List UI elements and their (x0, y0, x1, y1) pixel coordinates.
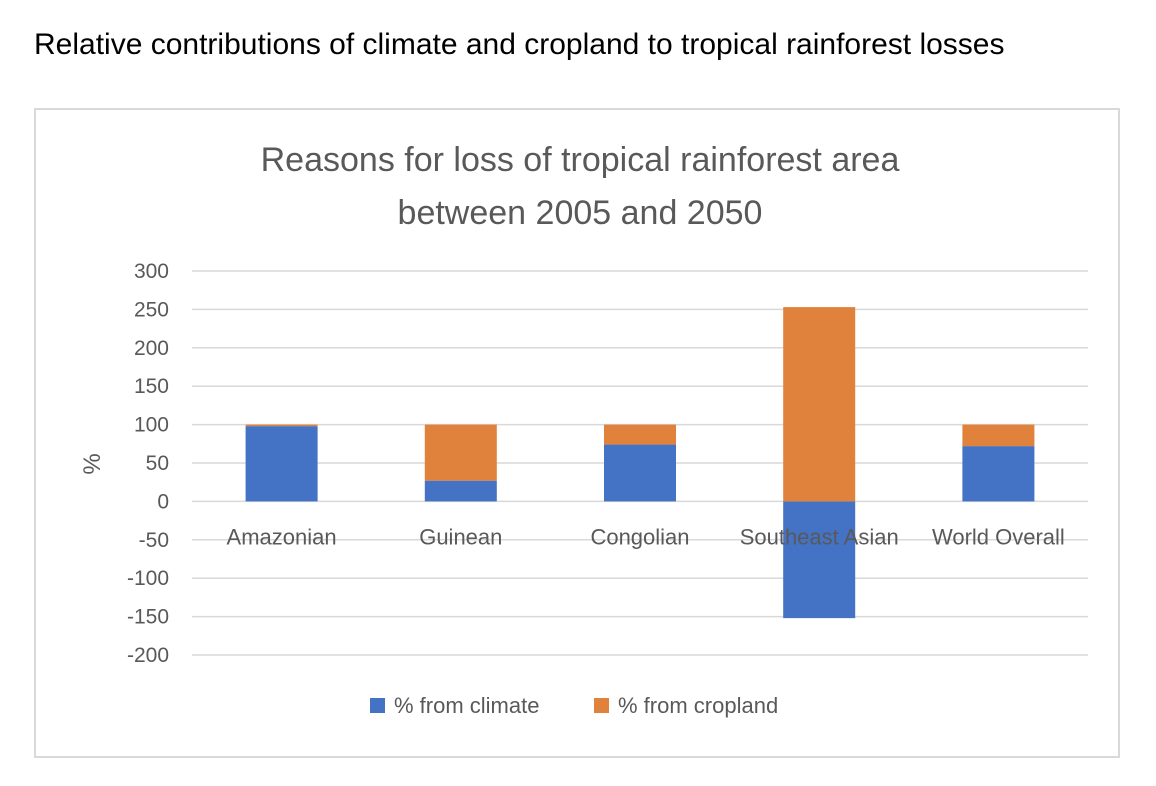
y-tick-label: -200 (127, 644, 169, 667)
y-tick-label: -50 (139, 529, 169, 552)
bar-cropland (783, 307, 856, 502)
page-heading: Relative contributions of climate and cr… (34, 28, 1005, 61)
legend: % from climate % from cropland (370, 693, 778, 718)
bar-climate (962, 446, 1035, 502)
bar-cropland (962, 424, 1035, 447)
bar-climate (245, 426, 318, 502)
y-tick-label: 150 (134, 375, 169, 398)
bar-climate (604, 444, 676, 502)
category-label: Southeast Asian (740, 524, 899, 549)
category-label: Congolian (590, 524, 689, 549)
category-labels: Amazonian Guinean Congolian Southeast Asian… (227, 524, 1065, 549)
legend-swatch-climate (370, 698, 385, 713)
legend-label-cropland: % from cropland (618, 693, 778, 718)
bar-cropland (245, 424, 318, 427)
y-tick-label: 200 (134, 337, 169, 360)
y-axis-label: % (79, 453, 106, 474)
y-axis-ticks: 300 250 200 150 100 50 0 -50 -100 -150 -200 (127, 260, 169, 667)
chart-title-line-2: between 2005 and 2050 (398, 194, 763, 232)
y-tick-label: 250 (134, 298, 169, 321)
y-tick-label: -100 (127, 567, 169, 590)
legend-label-climate: % from climate (394, 693, 539, 718)
category-label: World Overall (932, 524, 1065, 549)
bar-climate (783, 501, 856, 619)
y-tick-label: -150 (127, 606, 169, 629)
category-label: Amazonian (227, 524, 337, 549)
chart-frame: Reasons for loss of tropical rainforest … (34, 108, 1120, 758)
category-label: Guinean (419, 524, 502, 549)
bar-cropland (424, 424, 497, 481)
chart-title-line-1: Reasons for loss of tropical rainforest … (261, 141, 900, 179)
y-tick-label: 50 (146, 452, 169, 475)
legend-swatch-cropland (594, 698, 609, 713)
bars (245, 307, 1035, 619)
y-tick-label: 300 (134, 260, 169, 283)
y-tick-label: 0 (157, 490, 169, 513)
y-tick-label: 100 (134, 414, 169, 437)
chart: Reasons for loss of tropical rainforest … (79, 141, 1088, 718)
bar-climate (424, 480, 497, 502)
bar-cropland (604, 424, 676, 445)
